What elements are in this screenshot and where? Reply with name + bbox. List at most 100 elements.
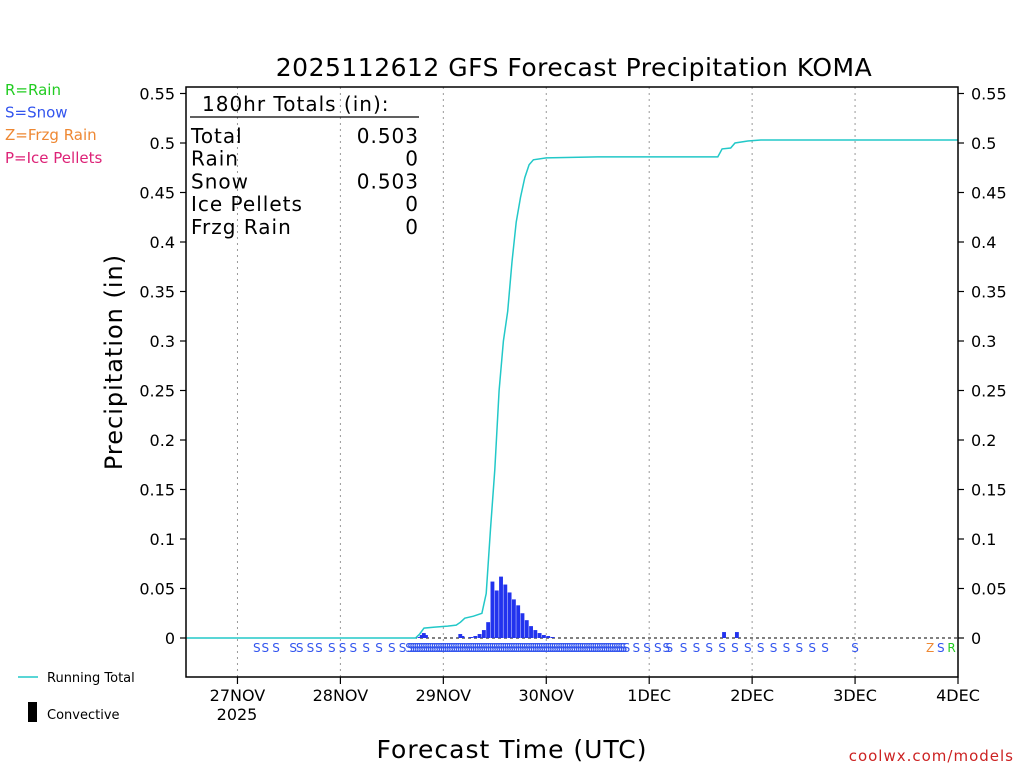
precip-type-marker: S: [502, 641, 510, 655]
precip-type-marker: S: [440, 641, 448, 655]
precip-type-marker: S: [493, 641, 501, 655]
precip-type-marker: S: [463, 641, 471, 655]
snow-bar: [550, 637, 555, 638]
totals-row-value: 0.503: [357, 124, 419, 148]
precip-type-marker: S: [435, 641, 443, 655]
precip-type-marker: S: [532, 641, 540, 655]
precip-type-marker: S: [598, 641, 606, 655]
y-tick-label-right: 0.55: [971, 85, 1007, 104]
snow-bar: [494, 590, 499, 638]
snow-bar: [486, 622, 491, 638]
precip-type-marker: S: [590, 641, 598, 655]
snow-bar: [537, 633, 542, 638]
precip-type-marker: S: [596, 641, 604, 655]
precip-type-marker: S: [783, 641, 791, 655]
snow-bar: [421, 633, 426, 638]
precip-type-marker: S: [583, 641, 591, 655]
precip-type-marker: S: [500, 641, 508, 655]
snow-bar: [499, 576, 503, 638]
y-tick-label-left: 0.15: [139, 481, 175, 500]
precip-type-marker: S: [620, 641, 628, 655]
precip-type-marker: S: [851, 641, 859, 655]
precip-type-legend: R=Rain S=Snow Z=Frzg Rain P=Ice Pellets: [5, 81, 102, 167]
y-tick-label-left: 0.3: [150, 332, 175, 351]
precip-type-marker: S: [253, 641, 261, 655]
y-tick-label-right: 0.45: [971, 184, 1007, 203]
precip-type-marker: S: [530, 641, 538, 655]
snow-bar: [511, 599, 516, 638]
precip-type-marker: S: [555, 641, 563, 655]
precip-type-marker: S: [602, 641, 610, 655]
x-axis-label: Forecast Time (UTC): [377, 735, 648, 764]
x-tick-label: 2DEC: [730, 686, 774, 705]
precip-type-marker: S: [420, 641, 428, 655]
snow-bar: [546, 636, 551, 638]
snow-bar: [520, 613, 525, 638]
precip-type-marker: S: [536, 641, 544, 655]
snow-bar: [460, 636, 465, 638]
precip-type-marker: S: [289, 641, 297, 655]
precip-type-legend-item: S=Snow: [5, 104, 68, 122]
precip-type-marker: S: [770, 641, 778, 655]
totals-rows: Total 0.503 Rain 0 Snow 0.503 Ice Pellets 0 Frzg…: [190, 124, 419, 239]
precip-type-marker: S: [534, 641, 542, 655]
y-tick-label-right: 0.3: [971, 332, 996, 351]
y-tick-label-right: 0.5: [971, 134, 996, 153]
precip-type-marker: S: [615, 641, 623, 655]
precip-type-legend-item: Z=Frzg Rain: [5, 126, 97, 144]
precip-type-marker: S: [525, 641, 533, 655]
precip-type-marker: S: [579, 641, 587, 655]
snow-bar: [419, 635, 424, 638]
totals-heading: 180hr Totals (in):: [202, 92, 390, 116]
convective-legend-swatch: [28, 702, 37, 722]
precip-type-marker: S: [623, 641, 631, 655]
precip-type-marker: S: [433, 641, 441, 655]
precip-type-marker: S: [521, 641, 529, 655]
precip-type-marker: S: [633, 641, 641, 655]
precip-type-marker: S: [568, 641, 576, 655]
snow-bar: [734, 632, 739, 638]
precip-type-marker: S: [444, 641, 452, 655]
precip-type-marker: S: [416, 641, 424, 655]
precip-type-marker: S: [497, 641, 505, 655]
y-tick-label-left: 0.2: [150, 431, 175, 450]
precip-type-marker: R: [947, 641, 955, 655]
x-tick-label: 28NOV: [313, 686, 369, 705]
snow-bar: [481, 630, 486, 638]
precip-type-marker: S: [600, 641, 608, 655]
y-tick-label-right: 0.1: [971, 530, 996, 549]
snow-bar: [529, 626, 533, 638]
precip-type-marker: S: [560, 641, 568, 655]
snow-bar: [507, 592, 512, 638]
precip-type-marker: S: [506, 641, 514, 655]
precip-type-marker: S: [455, 641, 463, 655]
precip-type-marker: S: [315, 641, 323, 655]
precip-type-marker: S: [937, 641, 945, 655]
precip-type-marker: S: [414, 641, 422, 655]
running-total-legend-label: Running Total: [47, 671, 135, 686]
precip-type-marker: S: [611, 641, 619, 655]
precip-type-marker: S: [349, 641, 357, 655]
snow-bar: [424, 635, 428, 638]
snow-bar: [541, 635, 546, 638]
precip-type-marker: S: [272, 641, 280, 655]
precip-type-marker: S: [557, 641, 565, 655]
precip-type-marker: S: [705, 641, 713, 655]
precip-type-marker: S: [570, 641, 578, 655]
precip-type-marker: S: [459, 641, 467, 655]
precip-type-legend-item: R=Rain: [5, 81, 61, 99]
totals-row-label: Snow: [191, 169, 249, 193]
snow-bar: [516, 605, 521, 638]
precip-type-marker: S: [566, 641, 574, 655]
y-tick-label-left: 0.5: [150, 134, 175, 153]
precip-type-marker: S: [618, 641, 626, 655]
snow-bar: [490, 581, 495, 638]
precip-type-marker: S: [587, 641, 595, 655]
precip-type-marker: S: [538, 641, 546, 655]
precip-type-marker: S: [577, 641, 585, 655]
precip-type-marker: S: [654, 641, 662, 655]
precip-type-marker: S: [476, 641, 484, 655]
precip-type-marker: S: [551, 641, 559, 655]
y-tick-label-left: 0.1: [150, 530, 175, 549]
precip-type-marker: S: [663, 641, 671, 655]
